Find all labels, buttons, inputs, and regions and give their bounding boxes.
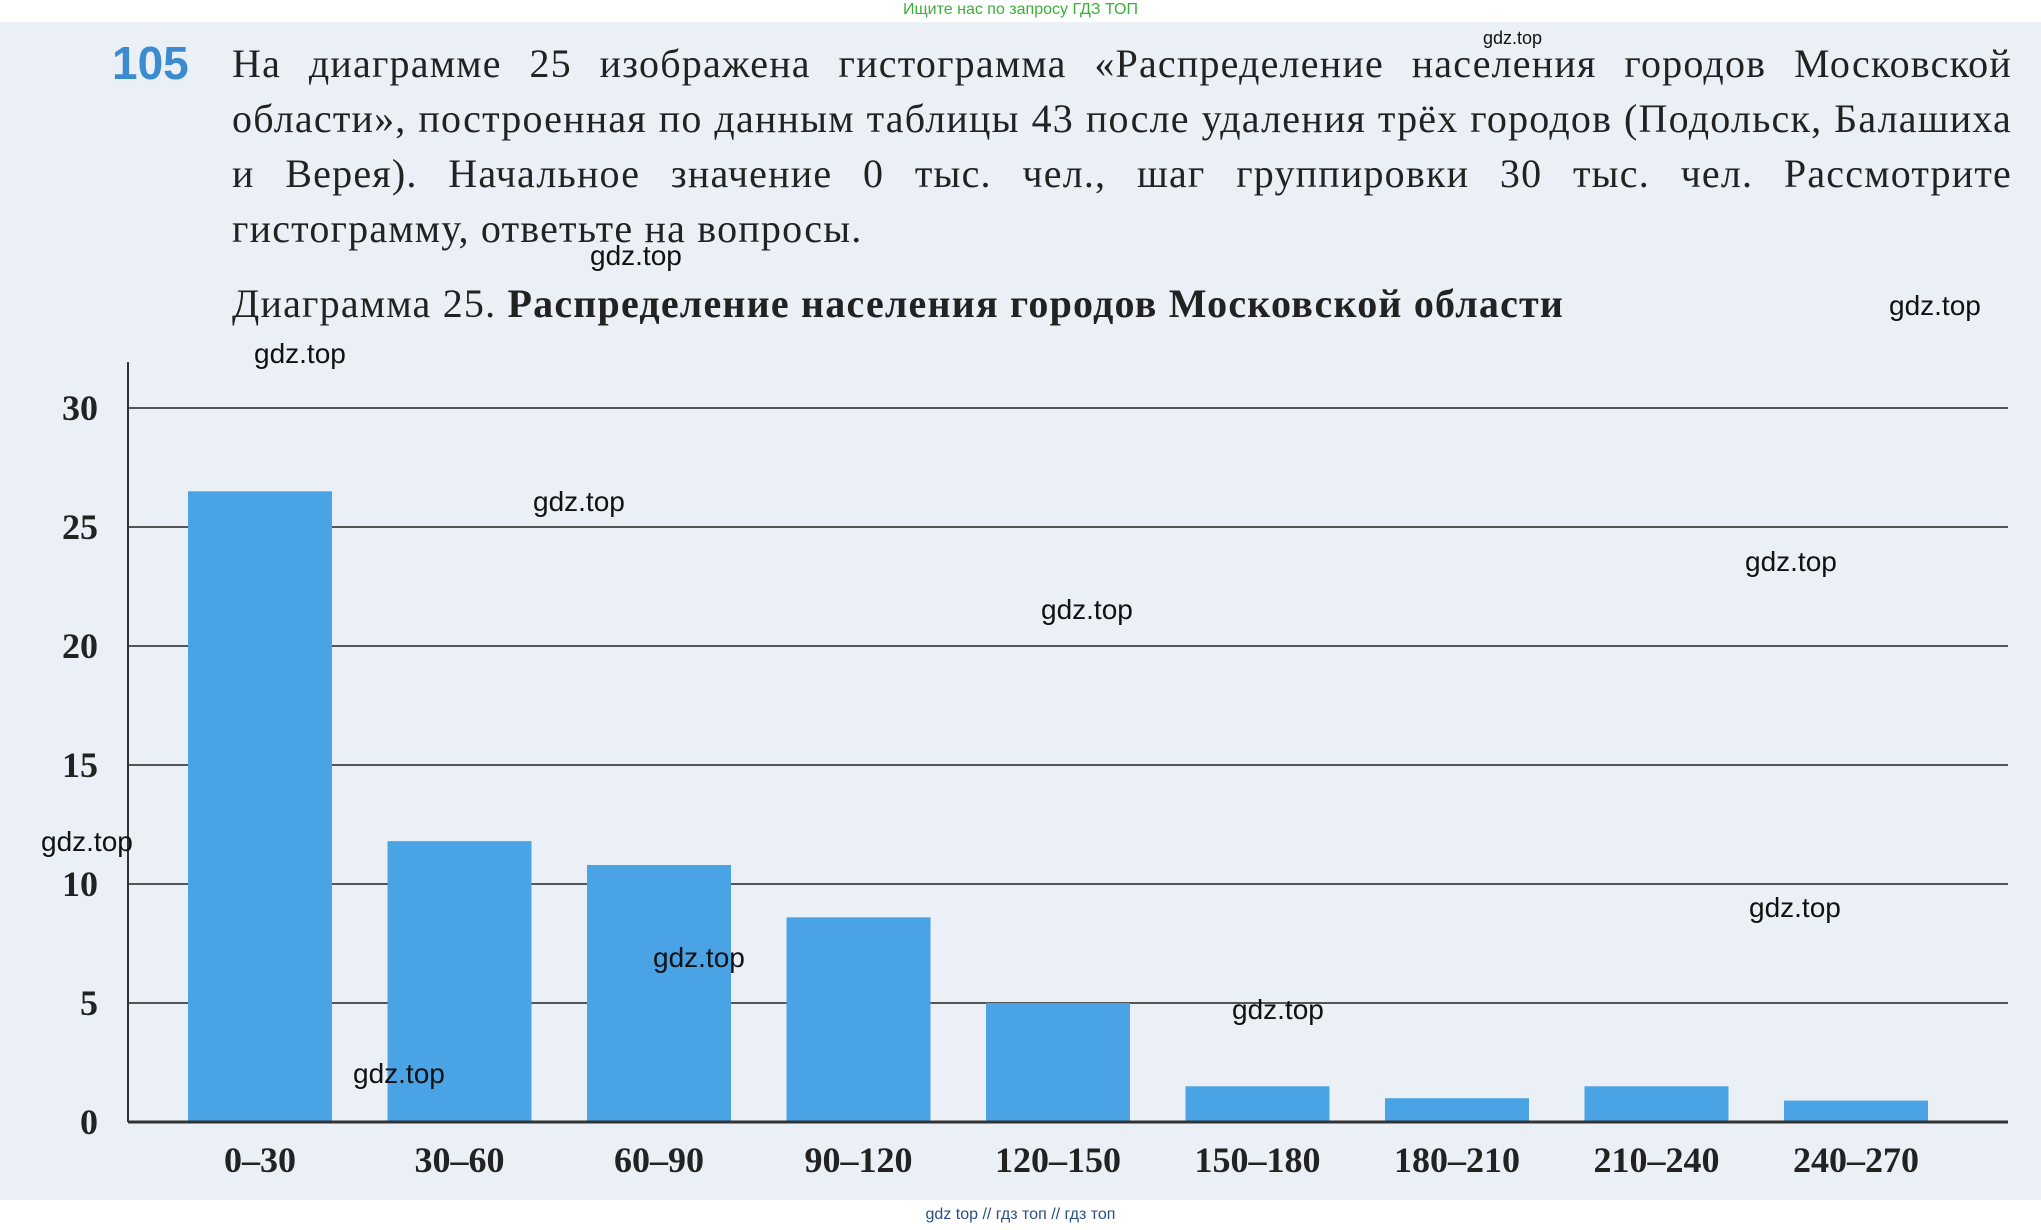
x-tick-label: 210–240	[1594, 1140, 1720, 1180]
histogram-bar	[1784, 1100, 1928, 1122]
x-tick-label: 240–270	[1793, 1140, 1919, 1180]
y-tick-label: 20	[62, 626, 98, 666]
y-tick-label: 5	[80, 983, 98, 1023]
histogram-bar	[587, 864, 731, 1122]
watermark: gdz.top	[41, 826, 133, 857]
watermark: gdz.top	[1749, 892, 1841, 923]
histogram-bar	[986, 1003, 1130, 1122]
watermark: gdz.top	[353, 1058, 445, 1089]
histogram-chart: 0 5 10 15 20 25 30 0–30 30–60 60–90 90–120 120–150 1…	[62, 362, 2008, 1180]
x-tick-label: 120–150	[995, 1140, 1121, 1180]
x-tick-label: 30–60	[415, 1140, 505, 1180]
histogram-bar	[387, 841, 532, 1122]
problem-number: 105	[112, 37, 189, 89]
caption-title: Распределение населения городов Московск…	[507, 281, 1565, 326]
top-banner: Ищите нас по запросу ГДЗ ТОП	[0, 0, 2041, 22]
caption-prefix: Диаграмма 25.	[232, 281, 497, 326]
textbook-page: 105 На диаграмме 25 изображена гистограм…	[0, 22, 2041, 1200]
watermark: gdz.top	[590, 240, 682, 271]
watermark: gdz.top	[653, 942, 745, 973]
histogram-bar	[188, 491, 332, 1122]
problem-text: На диаграмме 25 изображена гистограмма «…	[232, 41, 2012, 251]
watermark: gdz.top	[1232, 994, 1324, 1025]
histogram-bar	[1385, 1098, 1529, 1122]
y-tick-label: 30	[62, 388, 98, 428]
x-tick-label: 150–180	[1195, 1140, 1321, 1180]
watermark: gdz.top	[1745, 546, 1837, 577]
watermark: gdz.top	[1041, 594, 1133, 625]
y-tick-label: 10	[62, 864, 98, 904]
x-tick-label: 60–90	[614, 1140, 704, 1180]
watermark: gdz.top	[1483, 28, 1543, 48]
bottom-banner: gdz top // гдз топ // гдз топ	[0, 1200, 2041, 1230]
y-tick-label: 15	[62, 745, 98, 785]
x-tick-label: 90–120	[805, 1140, 913, 1180]
histogram-bar	[786, 917, 931, 1122]
watermark: gdz.top	[533, 486, 625, 517]
watermark: gdz.top	[254, 338, 346, 369]
y-tick-label: 25	[62, 507, 98, 547]
histogram-bar	[1584, 1086, 1729, 1122]
watermark: gdz.top	[1889, 290, 1981, 321]
histogram-bar	[1185, 1086, 1330, 1122]
y-tick-label: 0	[80, 1102, 98, 1142]
diagram-caption: Диаграмма 25. Распределение населения го…	[232, 280, 1564, 327]
x-tick-label: 0–30	[224, 1140, 296, 1180]
x-tick-label: 180–210	[1394, 1140, 1520, 1180]
